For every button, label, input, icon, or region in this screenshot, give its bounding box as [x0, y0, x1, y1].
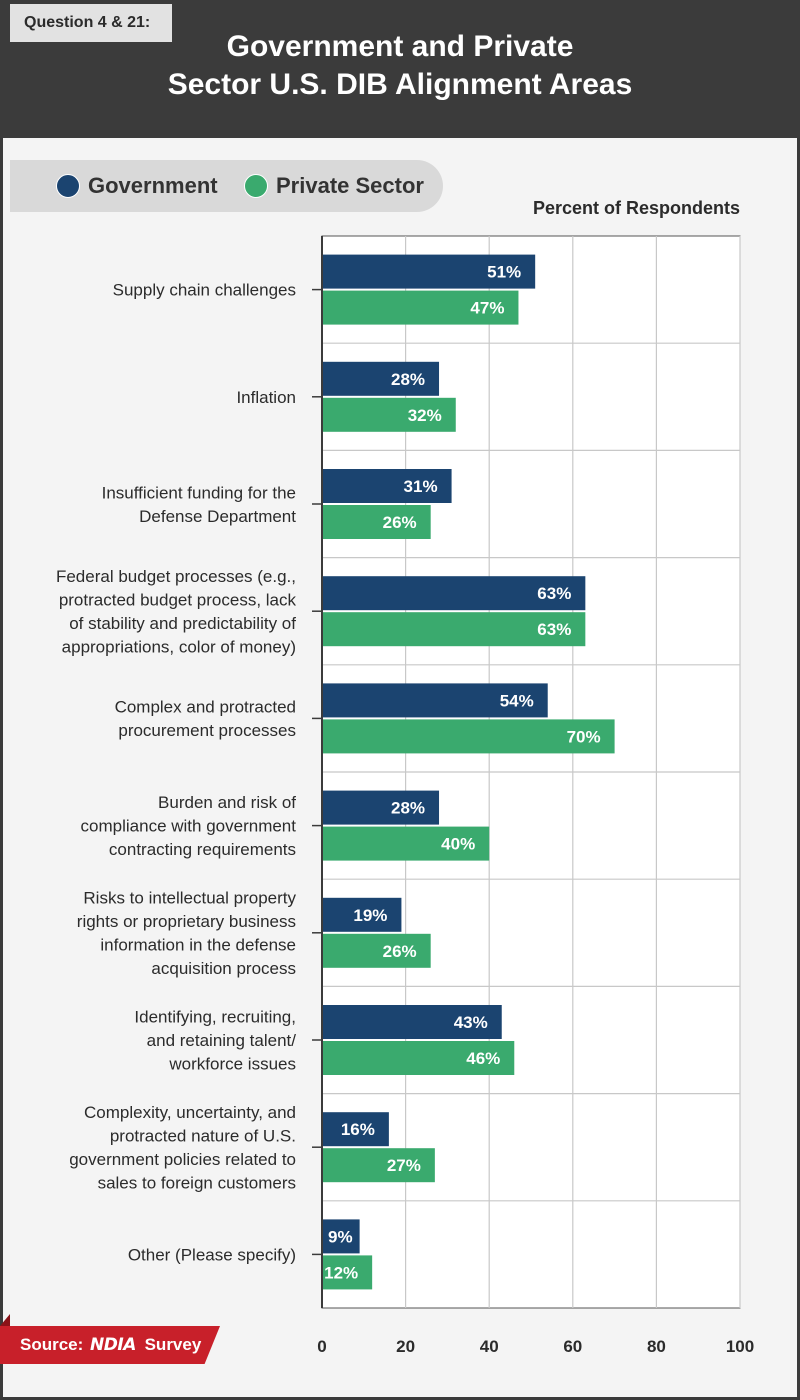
legend: Government Private Sector	[10, 160, 443, 212]
category-label-line: Risks to intellectual property	[83, 889, 296, 908]
private-sector-bar	[323, 826, 490, 861]
category-label-line: Inflation	[236, 388, 296, 407]
category-label: Other (Please specify)	[128, 1245, 296, 1264]
x-axis-title: Percent of Respondents	[533, 198, 740, 218]
data-label: 63%	[537, 584, 571, 603]
x-tick-label: 40	[480, 1337, 499, 1356]
private-sector-bar	[323, 612, 586, 647]
category-label-line: protracted budget process, lack	[59, 590, 297, 609]
data-label: 70%	[567, 727, 601, 746]
data-label: 19%	[353, 906, 387, 925]
government-bar	[323, 683, 548, 718]
government-bar	[323, 361, 440, 396]
category-label-line: Complex and protracted	[115, 698, 296, 717]
x-tick-label: 20	[396, 1337, 415, 1356]
category-label-line: rights or proprietary business	[77, 912, 296, 931]
data-label: 40%	[441, 835, 475, 854]
government-bar	[323, 897, 402, 932]
category-label: Burden and risk of compliance with govern…	[81, 793, 297, 859]
category-label: Insufficient funding for the Defense Depa…	[102, 483, 297, 526]
source-badge-fold	[0, 1314, 10, 1326]
category-label: Federal budget processes (e.g., protracte…	[56, 567, 297, 657]
x-tick-label: 100	[726, 1337, 754, 1356]
category-label-line: appropriations, color of money)	[62, 637, 296, 656]
legend-label-government: Government	[88, 173, 218, 198]
category-label: Complex and protracted procurement proces…	[115, 698, 296, 741]
data-label: 51%	[487, 263, 521, 282]
category-label: Complexity, uncertainty, and protracted n…	[69, 1103, 296, 1193]
source-badge: Source: NDIA Survey	[0, 1326, 220, 1364]
data-label: 26%	[383, 942, 417, 961]
government-bar	[323, 576, 586, 611]
header-band: Question 4 & 21: Government and Private …	[0, 0, 800, 138]
private-sector-bar	[323, 290, 519, 325]
category-label-line: compliance with government	[81, 817, 297, 836]
ndia-logo: NDIA	[90, 1335, 136, 1355]
category-label-line: Insufficient funding for the	[102, 483, 296, 502]
government-swatch-icon	[56, 174, 80, 198]
private-sector-swatch-icon	[244, 174, 268, 198]
government-bar	[323, 469, 452, 503]
question-tag: Question 4 & 21:	[10, 4, 173, 42]
category-label-line: Defense Department	[139, 507, 296, 526]
category-label-line: information in the defense	[100, 936, 296, 955]
data-label: 43%	[454, 1013, 488, 1032]
data-label: 27%	[387, 1156, 421, 1175]
private-sector-bar	[323, 397, 456, 432]
data-label: 28%	[391, 799, 425, 818]
data-label: 63%	[537, 620, 571, 639]
data-label: 28%	[391, 370, 425, 389]
category-label-line: Supply chain challenges	[113, 281, 296, 300]
data-label: 26%	[383, 513, 417, 532]
private-sector-bar	[323, 1255, 373, 1290]
category-label-line: sales to foreign customers	[98, 1173, 296, 1192]
data-label: 16%	[341, 1120, 375, 1139]
private-sector-bar	[323, 719, 615, 754]
category-label-line: government policies related to	[69, 1150, 296, 1169]
legend-label-private-sector: Private Sector	[276, 173, 424, 198]
category-label-line: of stability and predictability of	[69, 614, 296, 633]
x-tick-label: 80	[647, 1337, 666, 1356]
category-label: Risks to intellectual property rights or …	[77, 889, 297, 979]
government-bar	[323, 1219, 360, 1254]
private-sector-bar	[323, 1041, 515, 1075]
data-label: 47%	[470, 299, 504, 318]
data-label: 54%	[500, 691, 534, 710]
category-label-line: Federal budget processes (e.g.,	[56, 567, 296, 586]
category-label: Inflation	[236, 388, 296, 407]
chart-title: Government and Private Sector U.S. DIB A…	[167, 30, 633, 101]
government-bar	[323, 790, 440, 825]
government-bar	[323, 1005, 502, 1039]
category-label: Identifying, recruiting, and retaining ta…	[134, 1008, 296, 1074]
data-label: 32%	[408, 406, 442, 425]
category-label-line: contracting requirements	[109, 840, 296, 859]
category-label-line: workforce issues	[168, 1055, 296, 1074]
x-tick-label: 60	[563, 1337, 582, 1356]
government-bar	[323, 1112, 389, 1147]
legend-item-government: Government	[56, 160, 218, 212]
private-sector-bar	[323, 505, 431, 539]
category-label-line: Complexity, uncertainty, and	[84, 1103, 296, 1122]
source-label: Source:	[20, 1335, 84, 1354]
data-label: 9%	[328, 1227, 353, 1246]
private-sector-bar	[323, 1148, 435, 1183]
category-label-line: procurement processes	[118, 721, 296, 740]
government-bar	[323, 254, 536, 289]
category-label-line: Identifying, recruiting,	[134, 1008, 296, 1027]
category-label-line: acquisition process	[151, 959, 296, 978]
private-sector-bar	[323, 933, 431, 968]
category-label: Supply chain challenges	[113, 281, 296, 300]
category-label-line: protracted nature of U.S.	[110, 1126, 296, 1145]
source-suffix: Survey	[144, 1335, 202, 1354]
data-label: 31%	[404, 477, 438, 496]
category-label-line: Burden and risk of	[158, 793, 296, 812]
category-label-line: Other (Please specify)	[128, 1245, 296, 1264]
category-label-line: and retaining talent/	[147, 1031, 297, 1050]
x-tick-label: 0	[317, 1337, 326, 1356]
legend-item-private-sector: Private Sector	[244, 160, 424, 212]
data-label: 46%	[466, 1049, 500, 1068]
data-label: 12%	[324, 1263, 358, 1282]
